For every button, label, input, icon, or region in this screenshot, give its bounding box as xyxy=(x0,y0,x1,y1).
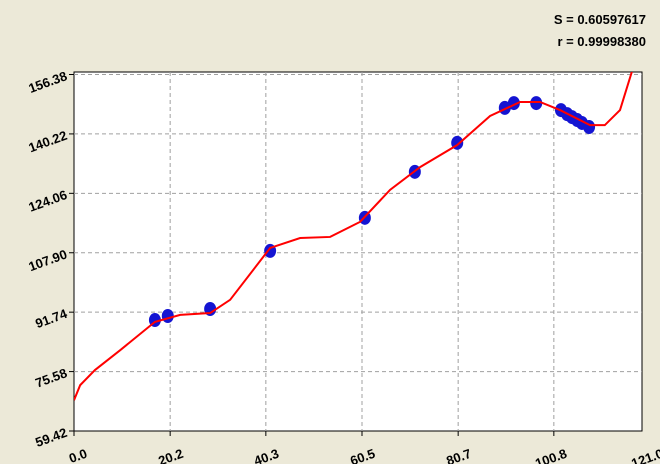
x-tick-label: 60.5 xyxy=(348,446,377,464)
x-tick-label: 20.2 xyxy=(156,446,185,464)
annotation: r = 0.99998380 xyxy=(557,34,646,49)
annotation: S = 0.60597617 xyxy=(554,12,646,27)
y-tick-label: 124.06 xyxy=(27,187,69,215)
y-tick-label: 107.90 xyxy=(27,246,69,274)
data-point xyxy=(161,308,174,323)
y-tick-label: 59.42 xyxy=(33,425,69,450)
y-tick-label: 156.38 xyxy=(27,68,69,96)
y-tick-label: 75.58 xyxy=(33,365,69,390)
data-point xyxy=(530,96,543,111)
y-tick-label: 140.22 xyxy=(27,128,69,156)
x-tick-label: 80.7 xyxy=(444,446,473,464)
plot-content xyxy=(74,72,633,401)
x-tick-label: 121.0 xyxy=(629,446,660,464)
y-tick-label: 91.74 xyxy=(33,306,69,331)
x-tick-label: 40.3 xyxy=(252,446,281,464)
plot-area xyxy=(73,71,643,432)
x-tick-label: 100.8 xyxy=(533,446,569,464)
x-tick-label: 0.0 xyxy=(67,446,89,464)
fit-curve xyxy=(74,72,633,401)
